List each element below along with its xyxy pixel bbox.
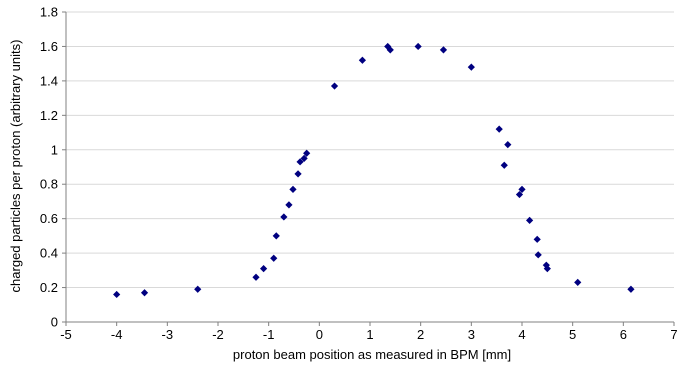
x-tick-label: 6 [620, 327, 627, 342]
data-points [113, 42, 635, 299]
data-point [300, 154, 308, 162]
y-tick-label: 1.4 [40, 73, 58, 88]
x-axis-title: proton beam position as measured in BPM … [233, 347, 511, 362]
axes [62, 11, 675, 326]
data-point [542, 261, 550, 269]
x-tick-label: -2 [212, 327, 224, 342]
data-point [260, 265, 268, 273]
data-point [495, 125, 503, 133]
x-tick-label: -4 [111, 327, 123, 342]
y-tick-label: 1.2 [40, 108, 58, 123]
data-point [543, 265, 551, 273]
data-point [270, 254, 278, 262]
data-point [439, 46, 448, 54]
y-tick-label: 0.6 [40, 211, 58, 226]
data-point [518, 185, 526, 193]
data-point [467, 63, 475, 71]
data-point [285, 201, 293, 209]
x-tick-label: 0 [316, 327, 323, 342]
y-tick-label: 1 [51, 142, 58, 157]
gridlines [66, 11, 674, 289]
data-point [574, 278, 582, 286]
data-point [252, 273, 260, 281]
x-tick-label: 1 [366, 327, 373, 342]
x-tick-label: -3 [162, 327, 174, 342]
data-point [386, 46, 394, 54]
data-point [515, 190, 524, 199]
data-point [627, 285, 635, 293]
data-point [113, 290, 121, 299]
data-point [280, 213, 288, 221]
data-point [526, 216, 534, 224]
data-point [504, 141, 512, 149]
data-point [533, 235, 541, 243]
data-point [358, 56, 366, 64]
y-axis-title: charged particles per proton (arbitrary … [8, 40, 23, 293]
y-tick-label: 1.8 [40, 5, 58, 20]
y-tick-label: 0.8 [40, 177, 58, 192]
data-point [140, 289, 149, 297]
x-tick-label: 5 [569, 327, 576, 342]
y-tick-label: 0 [51, 315, 58, 330]
x-tick-label: 4 [518, 327, 525, 342]
x-tick-label: 7 [670, 327, 677, 342]
y-tick-label: 0.2 [40, 280, 58, 295]
data-point [500, 161, 508, 169]
data-point [534, 251, 542, 259]
data-point [296, 158, 304, 166]
y-tick-label: 0.4 [40, 246, 58, 261]
data-point [414, 42, 422, 51]
data-point [289, 185, 297, 193]
data-point [330, 82, 339, 90]
data-point [294, 170, 302, 178]
x-tick-label: 2 [417, 327, 424, 342]
data-point [272, 232, 280, 240]
data-point [303, 149, 311, 157]
data-point [194, 285, 202, 293]
tick-labels: 0 0.2 0.4 0.6 0.8 1 1.2 1.4 1.6 1.8 -5 -4 -3 -2 -1 0 1 2 3… [40, 5, 678, 343]
x-tick-label: -5 [60, 327, 72, 342]
x-tick-label: -1 [263, 327, 275, 342]
y-tick-label: 1.6 [40, 39, 58, 54]
x-tick-label: 3 [468, 327, 475, 342]
